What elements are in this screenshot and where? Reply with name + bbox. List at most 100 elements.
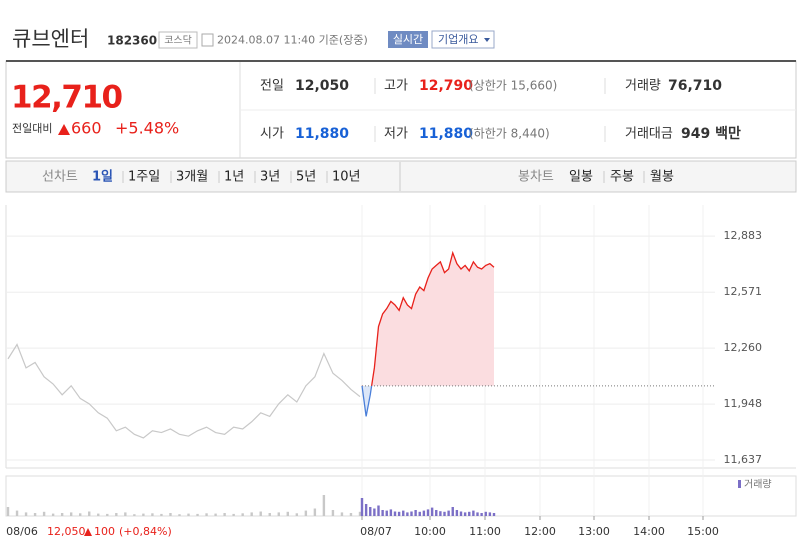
value: 76,710 — [668, 78, 722, 94]
volume-bar — [241, 513, 244, 516]
x-tick-label: 14:00 — [633, 525, 665, 538]
change-label: 전일대비 — [12, 121, 52, 135]
volume-bar — [15, 510, 19, 516]
volume-bar — [187, 513, 190, 516]
volume-bar — [277, 512, 280, 516]
volume-bar — [393, 511, 397, 516]
y-tick-label: 11,637 — [724, 453, 763, 466]
volume-bar — [389, 509, 393, 516]
volume-bar — [33, 513, 37, 516]
tab[interactable]: 10년 — [332, 170, 361, 185]
volume-bar — [223, 513, 226, 516]
volume-bar — [381, 510, 384, 516]
volume-bar — [468, 511, 471, 516]
tab[interactable]: 5년 — [296, 170, 316, 185]
volume-bar — [79, 513, 82, 516]
volume-bar — [214, 513, 217, 516]
tab[interactable]: 일봉 — [569, 170, 593, 185]
volume-bar — [106, 513, 109, 516]
volume-bar — [133, 514, 136, 516]
volume-bar — [322, 495, 326, 516]
y-tick-label: 12,260 — [724, 341, 763, 354]
label: 거래대금 — [625, 127, 673, 142]
footer-arrow — [84, 528, 92, 536]
x-tick-label: 08/06 — [6, 525, 38, 538]
volume-bar — [447, 510, 450, 516]
volume-bar — [295, 513, 299, 516]
volume-bar — [196, 513, 199, 516]
tab-bar — [5, 160, 797, 193]
volume-bar — [484, 511, 487, 516]
volume-bar — [360, 498, 364, 516]
volume-bar — [178, 514, 181, 516]
tab[interactable]: 1주일 — [128, 170, 160, 185]
volume-bar — [402, 510, 405, 516]
volume-bar — [331, 510, 335, 516]
volume-bar — [480, 513, 483, 516]
volume-bar — [459, 511, 463, 516]
volume-bar — [455, 510, 459, 516]
volume-bar — [124, 512, 127, 516]
tab[interactable]: 3개월 — [176, 170, 208, 185]
label: 저가 — [384, 127, 408, 142]
volume-bar — [492, 513, 496, 516]
volume-bar — [151, 513, 154, 516]
tab[interactable]: 1일 — [92, 170, 113, 185]
label: 거래량 — [625, 79, 661, 94]
volume-frame — [5, 475, 797, 517]
stock-name: 큐브엔터 — [12, 27, 89, 51]
calendar-icon — [201, 33, 214, 47]
y-tick-label: 12,571 — [724, 285, 763, 298]
volume-bar — [385, 510, 388, 516]
tab-group-label: 선차트 — [42, 170, 78, 185]
volume-bar — [259, 511, 262, 516]
volume-bar — [286, 511, 289, 516]
line — [7, 343, 361, 439]
volume-bar — [443, 511, 446, 516]
volume-bar — [268, 513, 271, 516]
volume-bar — [373, 508, 376, 516]
tab[interactable]: 월봉 — [650, 170, 674, 185]
label: 고가 — [384, 79, 408, 94]
volume-bar — [397, 511, 401, 516]
label: 시가 — [260, 127, 284, 142]
volume-bar — [422, 510, 426, 516]
volume-bar — [69, 512, 73, 516]
company-button[interactable]: 기업개요 — [438, 33, 478, 46]
company-box[interactable] — [431, 30, 495, 49]
volume-bar — [42, 511, 46, 516]
value: 12,790 — [419, 78, 473, 94]
x-tick-label: 11:00 — [469, 525, 501, 538]
volume-bar — [349, 513, 353, 516]
change-rate: +5.48% — [115, 119, 179, 138]
y-tick-label: 12,883 — [724, 229, 763, 242]
volume-bar — [313, 508, 317, 516]
volume-bar — [451, 507, 454, 516]
footer-rate: (+0,84%) — [119, 525, 172, 538]
note: (상한가 15,660) — [469, 79, 557, 93]
realtime-box[interactable] — [388, 31, 428, 48]
volume-bar — [340, 512, 344, 516]
volume-bar — [364, 504, 368, 516]
market-badge-box — [158, 31, 198, 49]
x-tick-label: 08/07 — [360, 525, 392, 538]
volume-bar — [160, 513, 163, 516]
volume-bar — [169, 513, 172, 516]
volume-bar — [463, 512, 467, 516]
volume-bar — [414, 510, 417, 516]
volume-bar — [358, 511, 362, 516]
value: 12,050 — [295, 78, 349, 94]
tab[interactable]: 주봉 — [610, 170, 634, 185]
dropdown-arrow — [484, 38, 490, 42]
volume-bar — [472, 510, 475, 516]
note: (하한가 8,440) — [469, 127, 550, 141]
tab[interactable]: 3년 — [260, 170, 280, 185]
volume-bar — [476, 512, 479, 516]
area — [362, 252, 494, 386]
volume-bar — [369, 507, 372, 516]
x-tick-label: 15:00 — [687, 525, 719, 538]
tab[interactable]: 1년 — [224, 170, 244, 185]
price: 12,710 — [11, 80, 123, 116]
realtime-button[interactable]: 실시간 — [393, 33, 423, 46]
